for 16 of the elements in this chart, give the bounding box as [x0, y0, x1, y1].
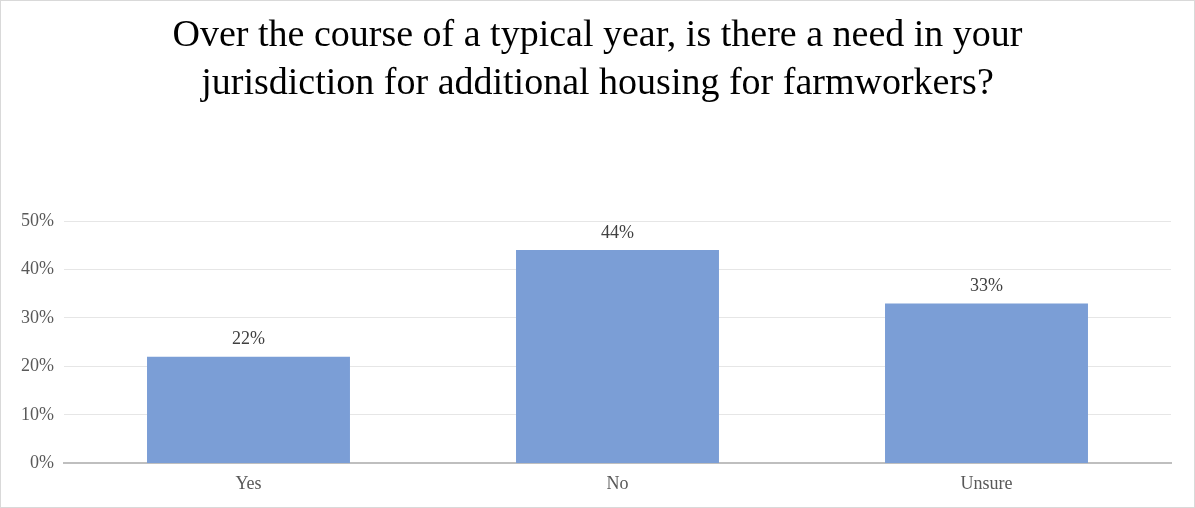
- y-tick-label: 0%: [29, 452, 54, 473]
- bar: [885, 303, 1088, 463]
- data-label: 44%: [601, 221, 634, 242]
- data-label: 22%: [232, 328, 265, 349]
- y-tick-label: 50%: [20, 209, 54, 230]
- y-tick-label: 20%: [20, 355, 54, 376]
- x-tick-label: No: [606, 472, 629, 493]
- x-tick-label: Yes: [235, 472, 262, 493]
- bar: [147, 356, 350, 463]
- x-tick-label: Unsure: [960, 472, 1013, 493]
- chart-title: Over the course of a typical year, is there a need in your jurisdiction for additional housing for farmworkers?: [171, 11, 1024, 104]
- y-tick-label: 30%: [20, 306, 54, 327]
- y-tick-label: 40%: [20, 258, 54, 279]
- y-tick-label: 10%: [20, 403, 54, 424]
- bar: [516, 250, 719, 463]
- data-label: 33%: [970, 275, 1003, 296]
